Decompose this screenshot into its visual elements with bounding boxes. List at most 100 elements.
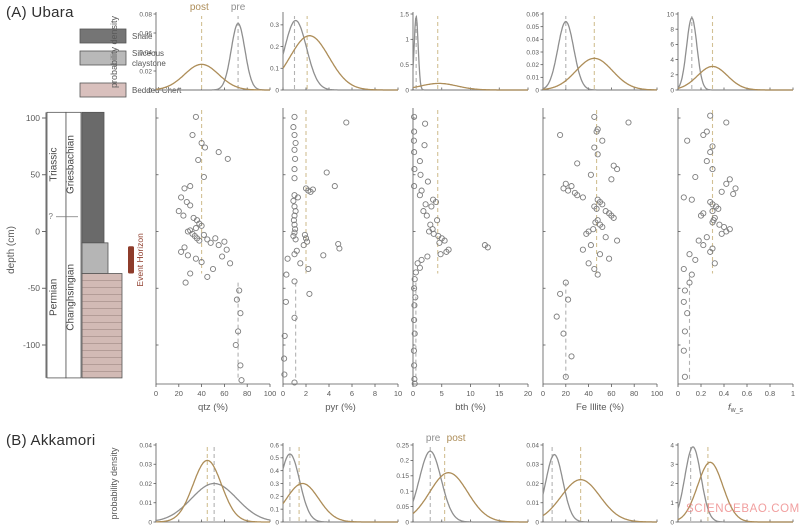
x-tick-label: 20 [562,389,570,398]
x-tick-label: 20 [175,389,183,398]
stage-column [65,111,82,379]
y-tick-label: 0.03 [139,462,152,469]
stage-label: Griesbachian [66,135,77,194]
x-tick-label: 80 [243,389,251,398]
scatter-point [227,260,234,267]
scatter-point [282,298,289,305]
x-tick-label: 60 [607,389,615,398]
x-tick-label: 10 [466,389,474,398]
scatter-point [614,237,621,244]
scatter-point [411,285,418,292]
scatter-point [412,294,419,301]
scatter-point [223,246,230,253]
legend-swatch [79,28,127,44]
y-tick-label: 2 [670,481,674,488]
scatter-point [591,113,598,120]
scatter-point [681,287,688,294]
y-tick-label: 0.1 [270,66,279,73]
density-curve-pre [677,17,793,91]
scatter-point [599,137,606,144]
scatter-point [297,260,304,267]
scatter-point [732,185,739,192]
scatter-point [301,231,308,238]
scatter-point [593,128,600,135]
period-label: Permian [49,279,60,316]
scatter-point [583,230,590,237]
scatter-point [723,119,730,126]
scatter-point [410,137,417,144]
scatter-point [587,242,594,249]
axis-spines [677,108,793,385]
depth-tick-label: 0 [35,226,40,236]
scatter-point [574,192,581,199]
panel-b-title: (B) Akkamori [6,432,96,449]
depth-axis-label: depth (cm) [6,226,17,274]
scatter-point [192,113,199,120]
scatter-point [198,259,205,266]
scatter-point [562,279,569,286]
scatter-point [292,155,299,162]
scatter-point [593,205,600,212]
y-tick-label: 0.01 [526,75,539,82]
period-label: Triassic [49,147,60,181]
scatter-point [292,236,299,243]
pdf-plot-b2: 0 0.1 0.2 0.3 0.4 0.5 0.6 [270,442,399,526]
event-horizon-bar [128,246,134,274]
y-tick-label: 0.06 [526,11,539,18]
density-curve-post [412,472,528,523]
scatter-point [587,171,594,178]
y-tick-label: 0.2 [400,458,409,465]
scatter-plot-3: 0 5 10 15 20 bth (%) [410,108,532,413]
x-tick-label: 0 [411,389,415,398]
scatter-point [235,328,242,335]
scatter-point [209,265,217,273]
scatter-point [436,239,443,246]
scatter-point [443,248,450,255]
y-tick-label: 6 [670,42,674,49]
scatter-point [221,238,228,245]
scatter-point [432,198,440,206]
axis-spines [542,12,657,91]
scatter-point [182,279,189,286]
legend-label: Shale [132,32,153,41]
scatter-point [610,162,617,169]
scatter-point [175,208,182,215]
scatter-point [602,234,609,241]
scatter-point [625,119,632,126]
scatter-point [608,176,615,183]
density-curve-post [542,57,657,91]
scatter-point [219,253,226,260]
scatter-point [411,183,418,190]
x-tick-label: 5 [440,389,444,398]
scatter-point [614,166,621,173]
y-tick-label: 0 [275,519,279,526]
scatter-point [192,255,199,262]
legend-swatch [79,82,127,98]
density-curve-post [156,459,270,523]
density-curve-post [155,63,270,91]
density-curve-pre [542,20,657,91]
depth-tick-label: -50 [28,283,41,293]
density-curve-post [282,35,398,91]
scatter-point [723,180,730,187]
scatter-point [692,173,699,181]
scatter-point [424,253,431,260]
pdf-plot-a1: 0 0.02 0.04 0.06 0.08 post pre probability dens… [109,2,271,94]
scatter-point [684,137,691,144]
x-axis-label: Fe Illite (%) [576,402,624,413]
scatter-point [306,290,313,297]
scatter-point [596,251,604,258]
y-tick-label: 0.6 [270,442,279,449]
scatter-point [441,237,448,244]
scatter-point [343,119,350,126]
scatter-point [309,186,316,193]
scatter-point [417,171,424,178]
y-tick-label: 0.01 [139,500,152,507]
scatter-point [610,214,617,221]
scatter-point [183,198,190,206]
scatter-point [421,142,428,149]
scatter-point [291,314,298,321]
scatter-point [411,376,418,383]
x-tick-label: 4 [327,389,331,398]
y-tick-label: 0.05 [526,24,539,31]
